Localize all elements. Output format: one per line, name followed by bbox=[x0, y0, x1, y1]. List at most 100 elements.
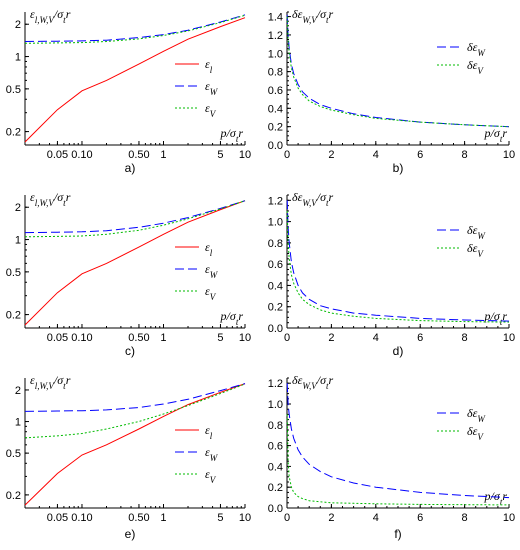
y-tick-label: 0.4 bbox=[268, 280, 283, 292]
x-tick-label: 4 bbox=[373, 512, 379, 524]
series-line-w bbox=[24, 383, 246, 412]
series-line-w bbox=[286, 200, 510, 322]
series-line-l bbox=[24, 383, 246, 506]
x-tick-label: 8 bbox=[462, 332, 468, 344]
x-tick-label: 0.10 bbox=[71, 149, 92, 161]
y-axis-title: δεW,V/σtr bbox=[292, 373, 334, 391]
y-tick-label: 0.6 bbox=[268, 441, 283, 453]
y-tick-label: 0.6 bbox=[268, 259, 283, 271]
y-tick-label: 1 bbox=[15, 417, 21, 429]
y-tick-label: 0.0 bbox=[268, 140, 283, 152]
y-tick-label: 0.8 bbox=[268, 67, 283, 79]
y-tick-label: 0.2 bbox=[6, 310, 21, 322]
series-line-v bbox=[24, 383, 246, 439]
panel-caption: f) bbox=[394, 527, 401, 541]
chart-panel-e: 0.05 0.10 0.50 1 5 10 0.2 0.5 1 2 εl,W,V/σtr εl εW εV… bbox=[6, 373, 251, 541]
legend-label: εW bbox=[205, 445, 219, 463]
x-axis-title: p/σtr bbox=[484, 126, 508, 144]
x-tick-label: 0.10 bbox=[71, 512, 92, 524]
x-tick-label: 8 bbox=[462, 512, 468, 524]
y-tick-label: 0.4 bbox=[268, 461, 283, 473]
y-tick-label: 1 bbox=[15, 235, 21, 247]
x-tick-label: 10 bbox=[503, 512, 515, 524]
y-tick-label: 0.5 bbox=[6, 267, 21, 279]
y-tick-label: 0.5 bbox=[6, 448, 21, 460]
y-tick-label: 1 bbox=[15, 52, 21, 64]
panel-caption: c) bbox=[125, 344, 135, 358]
y-tick-label: 1.4 bbox=[268, 12, 283, 24]
series-line-v bbox=[286, 16, 510, 128]
legend-label: εW bbox=[205, 262, 219, 280]
x-tick-label: 0.50 bbox=[128, 512, 149, 524]
panel-caption: e) bbox=[125, 527, 136, 541]
x-tick-label: 2 bbox=[328, 149, 334, 161]
panel-caption: a) bbox=[125, 161, 136, 175]
y-tick-label: 0.4 bbox=[268, 103, 283, 115]
x-tick-label: 6 bbox=[417, 149, 423, 161]
x-tick-label: 0.05 bbox=[47, 332, 68, 344]
panel-caption: b) bbox=[393, 161, 404, 175]
legend-label: εl bbox=[205, 57, 213, 75]
legend-label: δεW bbox=[467, 40, 486, 58]
y-axis-title: εl,W,V/σtr bbox=[30, 7, 71, 25]
x-tick-label: 6 bbox=[417, 512, 423, 524]
legend-label: δεV bbox=[467, 424, 484, 442]
y-tick-label: 2 bbox=[15, 202, 21, 214]
chart-panel-d: 0 2 4 6 8 10 0.0 0.2 0.4 0.6 0.8 1.0 1.2 δεW,V/σtr p/σ… bbox=[268, 190, 515, 358]
legend-label: εV bbox=[205, 467, 217, 485]
x-tick-label: 8 bbox=[462, 149, 468, 161]
x-axis-title: p/σtr bbox=[220, 126, 244, 144]
series-line-v bbox=[286, 210, 510, 323]
x-tick-label: 10 bbox=[239, 332, 251, 344]
series-line-v bbox=[24, 200, 246, 238]
y-tick-label: 0.2 bbox=[6, 490, 21, 502]
y-tick-label: 0.8 bbox=[268, 238, 283, 250]
y-tick-label: 0.2 bbox=[6, 127, 21, 139]
y-axis-title: εl,W,V/σtr bbox=[30, 190, 71, 208]
x-tick-label: 0.05 bbox=[47, 149, 68, 161]
x-tick-label: 1 bbox=[160, 149, 166, 161]
x-axis-title: p/σtr bbox=[220, 309, 244, 327]
y-axis-title: εl,W,V/σtr bbox=[30, 373, 71, 391]
panel-caption: d) bbox=[393, 344, 404, 358]
series-line-w bbox=[286, 383, 510, 499]
x-tick-label: 10 bbox=[239, 512, 251, 524]
x-tick-label: 10 bbox=[239, 149, 251, 161]
legend-label: δεV bbox=[467, 241, 484, 259]
series-line-l bbox=[24, 200, 246, 326]
x-tick-label: 0.50 bbox=[128, 149, 149, 161]
legend-label: δεW bbox=[467, 406, 486, 424]
legend-label: εV bbox=[205, 284, 217, 302]
y-tick-label: 2 bbox=[15, 19, 21, 31]
y-tick-label: 0.0 bbox=[268, 323, 283, 335]
x-tick-label: 5 bbox=[217, 512, 223, 524]
chart-panel-f: 0 2 4 6 8 10 0.0 0.2 0.4 0.6 0.8 1.0 1.2 δεW,V/σtr p/σ… bbox=[268, 373, 515, 541]
x-tick-label: 4 bbox=[373, 332, 379, 344]
chart-panel-c: 0.05 0.10 0.50 1 5 100.20.512εl,W,V/σtrp/σtrε… bbox=[6, 190, 251, 358]
x-tick-label: 0 bbox=[284, 149, 290, 161]
legend-label: εl bbox=[205, 240, 213, 258]
y-tick-label: 1.2 bbox=[268, 30, 283, 42]
legend-label: εW bbox=[205, 79, 219, 97]
x-tick-label: 6 bbox=[417, 332, 423, 344]
x-tick-label: 10 bbox=[503, 149, 515, 161]
y-axis-title: δεW,V/σtr bbox=[292, 7, 334, 25]
x-axis-title: p/σtr bbox=[484, 489, 508, 507]
y-axis-title: δεW,V/σtr bbox=[292, 190, 334, 208]
chart-panel-a: 0.05 0.10 0.50 1 5 100.20.512εl,W,V/σtrp/σtrε… bbox=[6, 7, 251, 175]
x-tick-label: 1 bbox=[160, 512, 166, 524]
y-tick-label: 0.2 bbox=[268, 302, 283, 314]
x-tick-label: 0 bbox=[284, 512, 290, 524]
series-line-l bbox=[24, 17, 246, 143]
y-tick-label: 0.6 bbox=[268, 85, 283, 97]
series-line-v bbox=[24, 14, 246, 44]
y-tick-label: 0.8 bbox=[268, 420, 283, 432]
x-tick-label: 2 bbox=[328, 512, 334, 524]
series-line-w bbox=[24, 14, 246, 42]
legend-label: δεV bbox=[467, 58, 484, 76]
legend-label: δεW bbox=[467, 223, 486, 241]
x-tick-label: 2 bbox=[328, 332, 334, 344]
y-tick-label: 0.5 bbox=[6, 84, 21, 96]
series-line-v bbox=[286, 414, 510, 506]
